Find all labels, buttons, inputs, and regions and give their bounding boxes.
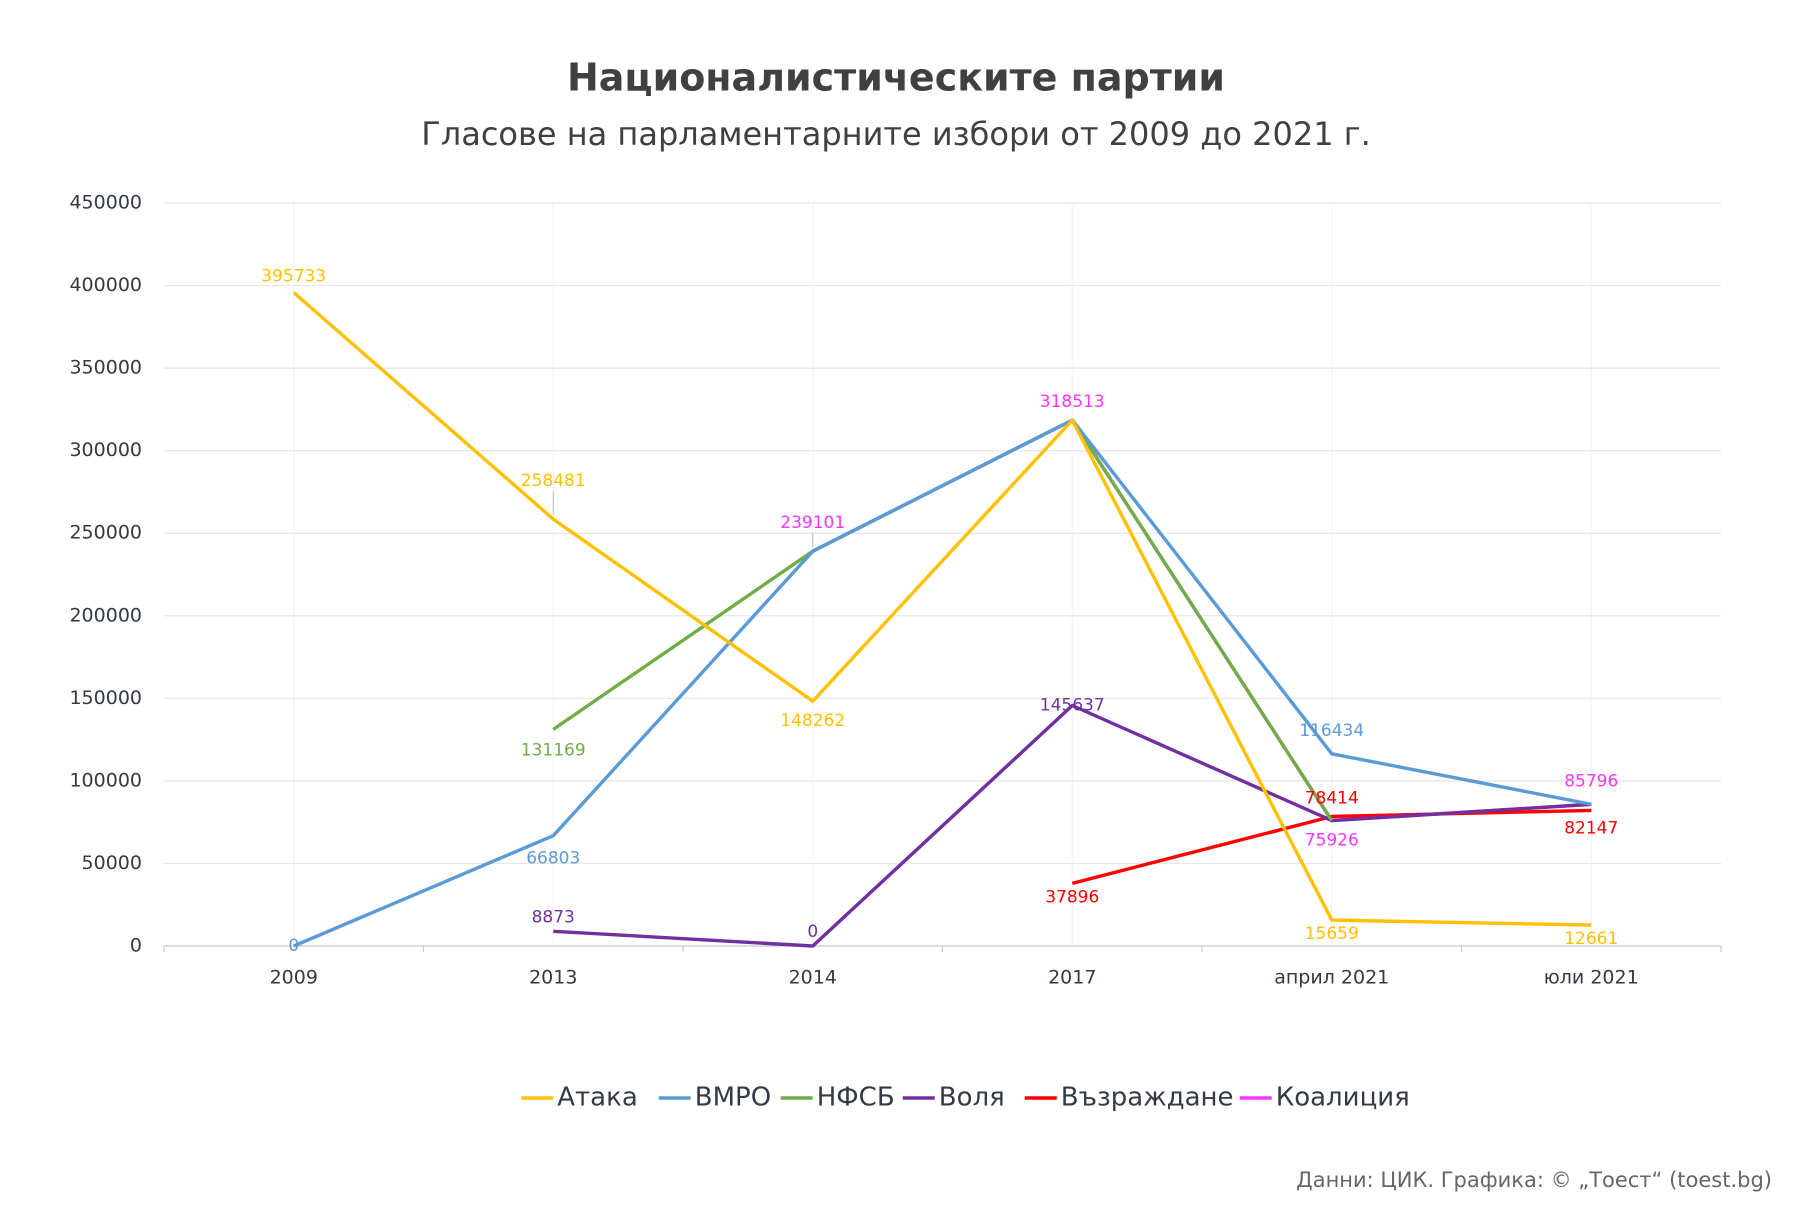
data-label: 15659 bbox=[1305, 924, 1359, 944]
series-line bbox=[1071, 808, 1592, 886]
y-tick-label: 50000 bbox=[82, 852, 142, 874]
chart-title: Националистическите партии bbox=[567, 56, 1225, 100]
x-tick-label: 2013 bbox=[529, 967, 577, 989]
y-tick-label: 150000 bbox=[69, 687, 142, 709]
y-tick-label: 250000 bbox=[69, 522, 142, 544]
source-note: Данни: ЦИК. Графика: © „Тоест“ (toest.bg… bbox=[1296, 1168, 1772, 1192]
legend-label: НФСБ bbox=[817, 1083, 895, 1113]
y-tick-label: 200000 bbox=[69, 604, 142, 626]
y-tick-label: 400000 bbox=[69, 274, 142, 296]
x-tick-label: 2009 bbox=[270, 967, 318, 989]
data-label: 8873 bbox=[532, 907, 575, 927]
data-label: 85796 bbox=[1564, 771, 1618, 791]
series-line bbox=[292, 291, 1592, 927]
data-label: 82147 bbox=[1564, 818, 1618, 838]
legend: Атака ВМРО НФСБ Воля Възраждане Коалиция bbox=[521, 1083, 1410, 1113]
legend-label: Атака bbox=[557, 1083, 638, 1113]
data-label: 318513 bbox=[1040, 392, 1105, 412]
legend-label: Възраждане bbox=[1061, 1083, 1234, 1113]
data-label: 116434 bbox=[1299, 721, 1364, 741]
x-tick-label: април 2021 bbox=[1274, 967, 1389, 989]
data-label: 0 bbox=[807, 922, 818, 942]
data-label: 12661 bbox=[1564, 929, 1618, 949]
data-label: 145637 bbox=[1040, 696, 1105, 716]
data-label: 395733 bbox=[261, 267, 326, 287]
legend-label: Воля bbox=[939, 1083, 1005, 1113]
y-tick-label: 450000 bbox=[69, 192, 142, 214]
y-tick-label: 300000 bbox=[69, 439, 142, 461]
data-label: 239101 bbox=[780, 513, 845, 533]
data-label: 75926 bbox=[1305, 831, 1359, 851]
x-tick-label: 2017 bbox=[1048, 967, 1096, 989]
data-label: 148262 bbox=[780, 711, 845, 731]
legend-label: Коалиция bbox=[1276, 1083, 1410, 1113]
data-label: 66803 bbox=[526, 849, 580, 869]
data-label: 131169 bbox=[521, 740, 586, 760]
data-label: 0 bbox=[288, 936, 299, 956]
series-line bbox=[293, 418, 1592, 948]
legend-label: ВМРО bbox=[695, 1083, 771, 1113]
data-label: 78414 bbox=[1305, 789, 1359, 809]
y-tick-label: 100000 bbox=[69, 769, 142, 791]
series-line bbox=[552, 418, 1334, 822]
x-tick-label: 2014 bbox=[789, 967, 837, 989]
data-label: 37896 bbox=[1045, 887, 1099, 907]
y-tick-label: 0 bbox=[130, 935, 142, 957]
chart-subtitle: Гласове на парламентарните избори от 200… bbox=[421, 115, 1370, 153]
x-tick-label: юли 2021 bbox=[1544, 967, 1639, 989]
series-line bbox=[553, 703, 1592, 948]
y-tick-label: 350000 bbox=[69, 357, 142, 379]
data-label: 258481 bbox=[521, 471, 586, 491]
